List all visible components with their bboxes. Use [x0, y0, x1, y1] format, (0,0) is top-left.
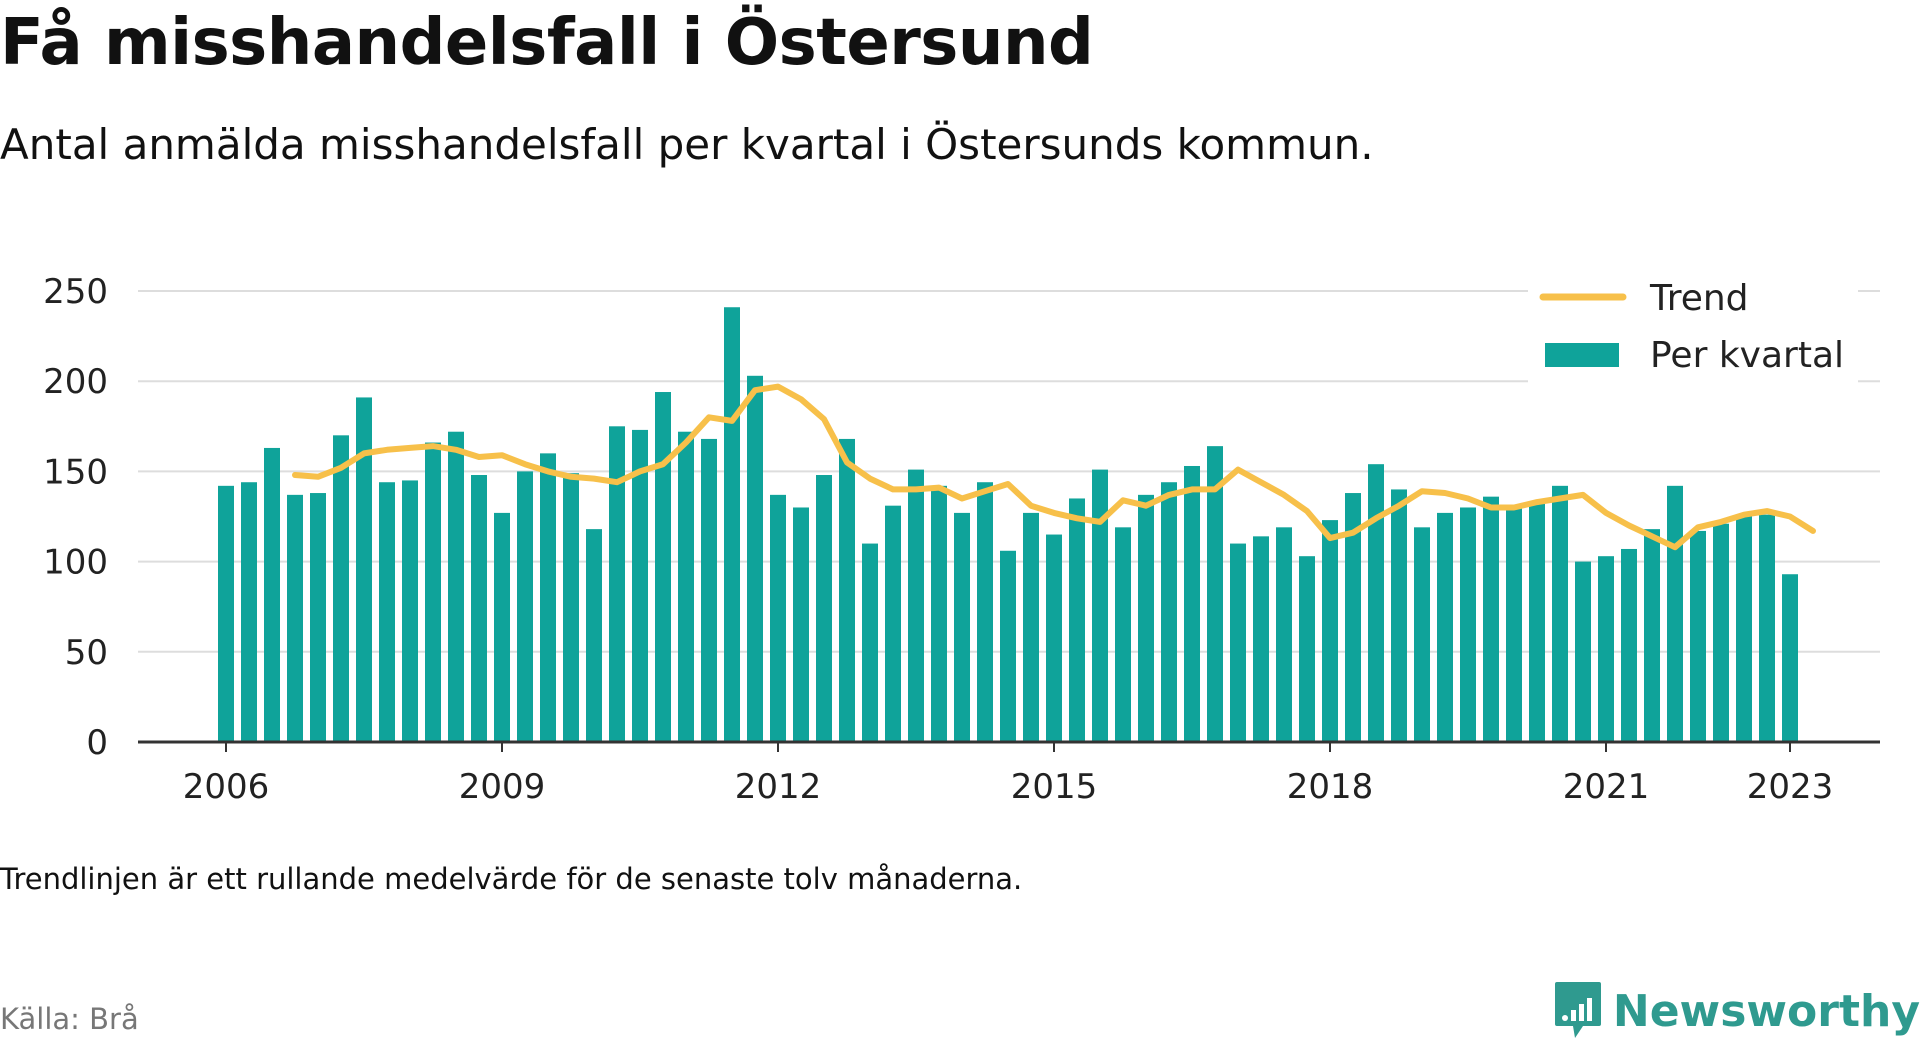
brand-name: Newsworthy: [1612, 985, 1920, 1037]
bar: [1621, 548, 1637, 742]
y-tick-label: 250: [43, 272, 108, 312]
bar: [264, 447, 280, 742]
bar: [1138, 494, 1154, 742]
bar: [333, 435, 349, 742]
bar: [1575, 561, 1591, 742]
bar: [471, 475, 487, 742]
bar: [1598, 556, 1614, 742]
bar: [678, 431, 694, 742]
legend: Trend Per kvartal: [1528, 276, 1858, 386]
y-tick-label: 200: [43, 362, 108, 402]
x-tick-label: 2009: [459, 767, 546, 807]
bar: [310, 493, 326, 742]
bar: [701, 438, 717, 742]
page-subtitle: Antal anmälda misshandelsfall per kvarta…: [0, 120, 1374, 169]
bar: [1023, 512, 1039, 742]
bar: [1736, 514, 1752, 742]
bar: [1092, 469, 1108, 742]
bar: [1391, 489, 1407, 742]
bar: [954, 512, 970, 742]
bar: [1759, 514, 1775, 742]
bar: [540, 453, 556, 742]
bar: [1483, 496, 1499, 742]
y-tick-label: 50: [65, 633, 108, 673]
bar: [770, 494, 786, 742]
bar: [517, 471, 533, 742]
bar: [1000, 550, 1016, 742]
page-title: Få misshandelsfall i Östersund: [0, 6, 1094, 80]
bar: [1322, 520, 1338, 742]
bar: [632, 429, 648, 742]
bar: [655, 392, 671, 742]
bar: [425, 442, 441, 742]
bar: [356, 397, 372, 742]
bar: [839, 438, 855, 742]
bar: [908, 469, 924, 742]
bar: [241, 482, 257, 742]
trend-line: [292, 383, 1816, 551]
bar: [885, 505, 901, 742]
bar: [793, 507, 809, 742]
bar: [724, 307, 740, 742]
bar: [402, 480, 418, 742]
bar: [1690, 530, 1706, 742]
bar: [1667, 485, 1683, 742]
y-tick-label: 100: [43, 543, 108, 583]
x-tick-label: 2018: [1287, 767, 1374, 807]
bar: [494, 512, 510, 742]
bar: [1253, 536, 1269, 742]
bar: [1276, 527, 1292, 742]
x-tick-label: 2023: [1747, 767, 1834, 807]
bar: [977, 482, 993, 742]
bar: [1161, 482, 1177, 742]
bar-series: [218, 307, 1798, 742]
bar: [1299, 556, 1315, 742]
bar: [1529, 503, 1545, 742]
bar: [1368, 464, 1384, 742]
footnote: Trendlinjen är ett rullande medelvärde f…: [0, 862, 1023, 896]
brand-logo: Newsworthy: [1553, 980, 1920, 1042]
x-tick-label: 2021: [1563, 767, 1650, 807]
bar: [1782, 574, 1798, 742]
source-credit: Källa: Brå: [0, 1002, 139, 1036]
legend-bar-label: Per kvartal: [1650, 335, 1844, 376]
bar: [379, 482, 395, 742]
bar: [1552, 485, 1568, 742]
bar: [1207, 446, 1223, 742]
bar: [931, 485, 947, 742]
bar: [1437, 512, 1453, 742]
bar: [287, 494, 303, 742]
legend-trend-label: Trend: [1649, 278, 1749, 319]
y-tick-label: 0: [86, 723, 108, 763]
bar: [1069, 498, 1085, 742]
bar: [586, 529, 602, 742]
x-tick-label: 2012: [735, 767, 822, 807]
bar: [448, 431, 464, 742]
bar: [1460, 507, 1476, 742]
bar: [609, 426, 625, 742]
bar: [218, 485, 234, 742]
bar: [1506, 505, 1522, 742]
bar: [816, 475, 832, 742]
bar: [563, 473, 579, 742]
bar: [1115, 527, 1131, 742]
bar: [747, 375, 763, 742]
newsworthy-icon: [1554, 982, 1601, 1038]
x-tick-label: 2015: [1011, 767, 1098, 807]
x-tick-labels: 2006 2009 2012 2015 2018 2021 2023: [183, 742, 1834, 807]
bar: [1230, 543, 1246, 742]
bar: [862, 543, 878, 742]
bar: [1046, 534, 1062, 742]
bar: [1414, 527, 1430, 742]
bar: [1713, 523, 1729, 742]
y-tick-labels: 0 50 100 150 200 250: [43, 272, 108, 763]
legend-bar-swatch: [1545, 343, 1619, 367]
x-tick-label: 2006: [183, 767, 270, 807]
y-tick-label: 150: [43, 452, 108, 492]
bar: [1644, 529, 1660, 742]
bar: [1345, 493, 1361, 742]
bar: [1184, 465, 1200, 742]
